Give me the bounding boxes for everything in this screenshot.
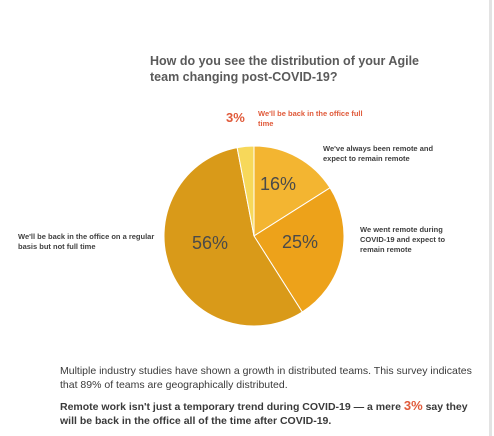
pie-slice-16: [253, 145, 331, 237]
highlight-percentage: 3%: [403, 398, 423, 413]
callout-office-regular: We'll be back in the office on a regular…: [18, 232, 155, 251]
highlight-text-after: say they will be back in the office all …: [60, 401, 468, 427]
slice-label-25: 25%: [282, 232, 318, 252]
right-edge-rule: [489, 0, 492, 436]
highlight-paragraph: Remote work isn't just a temporary trend…: [60, 399, 480, 428]
pie-slice-56: [163, 147, 303, 327]
highlight-text-before: Remote work isn't just a temporary trend…: [60, 401, 401, 413]
chart-title: How do you see the distribution of your …: [150, 54, 419, 84]
pie-slices: [163, 145, 345, 327]
callout-always-remote: We've always been remote and expect to r…: [323, 144, 434, 163]
pie-slice-3: [236, 145, 255, 237]
slice-label-56: 56%: [192, 233, 228, 253]
slice-label-16: 16%: [260, 174, 296, 194]
callout-went-remote: We went remote during COVID-19 and expec…: [360, 225, 446, 254]
pie-slice-25: [253, 187, 345, 313]
slice-label-3: 3%: [226, 110, 245, 125]
intro-paragraph: Multiple industry studies have shown a g…: [60, 365, 472, 391]
callout-office-full-time: We'll be back in the office full time: [258, 109, 363, 128]
